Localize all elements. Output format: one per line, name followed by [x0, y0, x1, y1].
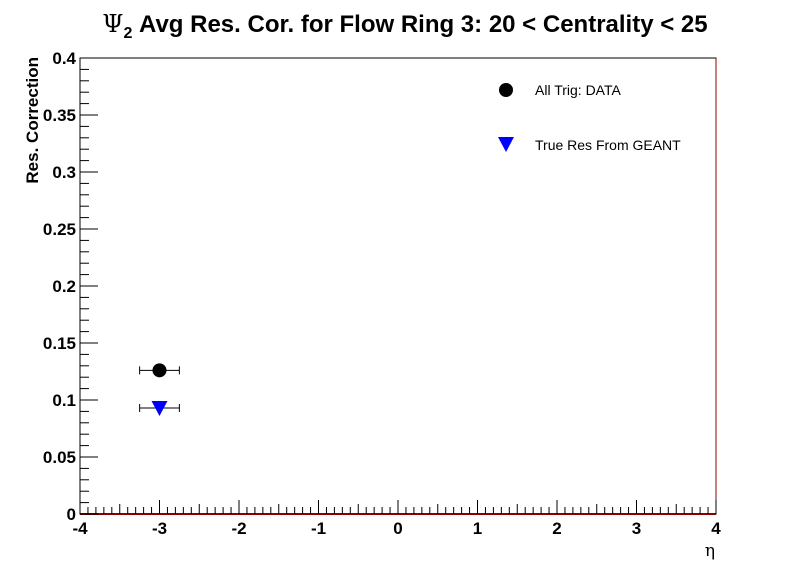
x-tick-labels: -4 -3 -2 -1 0 1 2 3 4	[72, 519, 721, 538]
y-tick-label: 0.05	[43, 448, 76, 467]
data-point-triangle	[151, 400, 168, 416]
chart-title: Ψ2 Avg Res. Cor. for Flow Ring 3: 20 < C…	[102, 10, 707, 42]
y-tick-label: 0.35	[43, 106, 76, 125]
x-tick-label: 3	[632, 519, 641, 538]
data-point-circle	[152, 363, 167, 378]
x-tick-label: 4	[711, 519, 721, 538]
y-tick-label: 0.1	[52, 391, 76, 410]
y-tick-label: 0	[67, 505, 76, 524]
x-tick-label: -2	[231, 519, 246, 538]
plot-frame	[79, 57, 717, 515]
title-symbol: Ψ	[102, 10, 123, 38]
x-tick-label: -3	[152, 519, 167, 538]
x-tick-label: 0	[393, 519, 402, 538]
x-tick-label: 2	[552, 519, 561, 538]
series-layer	[139, 363, 180, 416]
legend-label-data: All Trig: DATA	[535, 82, 621, 98]
y-tick-label: 0.2	[52, 277, 76, 296]
legend: All Trig: DATA True Res From GEANT	[498, 82, 681, 153]
x-ticks	[79, 500, 717, 514]
y-ticks	[80, 57, 98, 515]
x-tick-label: 1	[473, 519, 482, 538]
y-tick-labels: 0 0.05 0.1 0.15 0.2 0.25 0.3 0.35 0.4	[43, 49, 77, 524]
y-tick-label: 0.25	[43, 220, 76, 239]
legend-marker-data	[499, 83, 513, 97]
title-subscript: 2	[123, 25, 132, 42]
x-tick-label: -4	[72, 519, 88, 538]
y-tick-label: 0.3	[52, 163, 76, 182]
y-tick-label: 0.4	[52, 49, 76, 68]
legend-marker-geant	[498, 137, 514, 152]
y-axis-label: Res. Correction	[23, 57, 42, 184]
x-tick-label: -1	[311, 519, 326, 538]
y-tick-label: 0.15	[43, 334, 76, 353]
legend-label-geant: True Res From GEANT	[535, 137, 681, 153]
title-rest: Avg Res. Cor. for Flow Ring 3: 20 < Cent…	[132, 11, 707, 38]
x-axis-label: η	[705, 541, 715, 561]
